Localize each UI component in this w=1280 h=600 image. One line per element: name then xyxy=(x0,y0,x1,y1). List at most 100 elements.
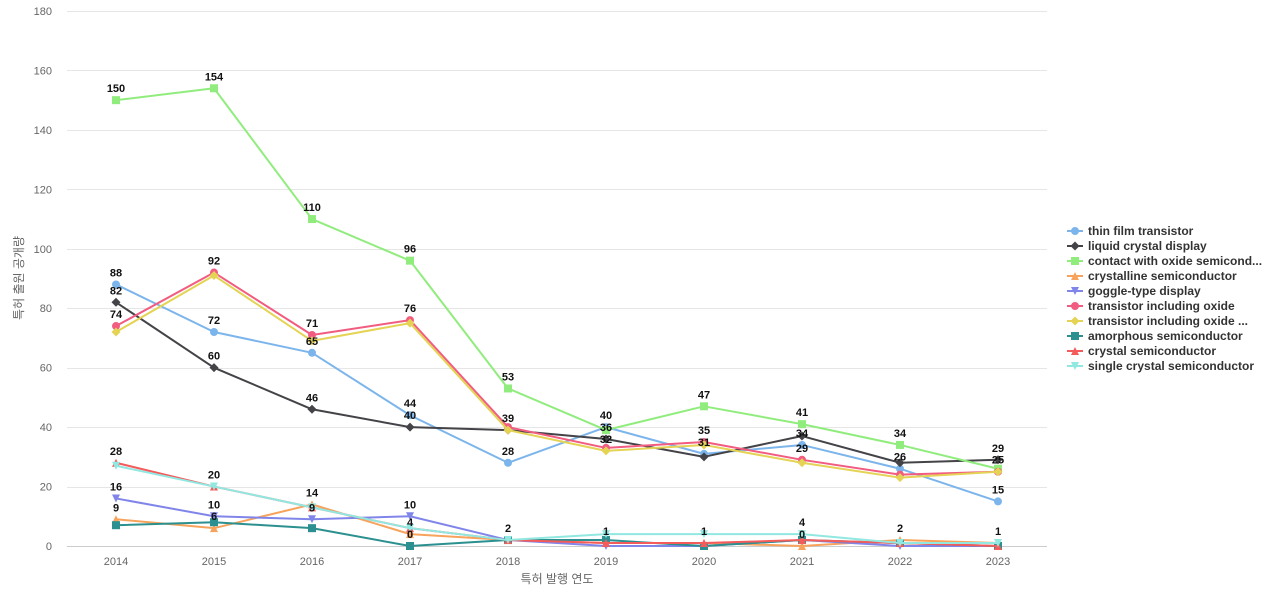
legend-item[interactable]: goggle-type display xyxy=(1067,284,1201,298)
data-point-marker[interactable] xyxy=(700,530,708,539)
data-point-marker[interactable] xyxy=(112,96,120,105)
data-point-marker[interactable] xyxy=(504,536,512,545)
legend-item[interactable]: transistor including oxide xyxy=(1067,299,1235,313)
x-tick-label: 2016 xyxy=(300,556,324,568)
data-point-marker[interactable] xyxy=(798,542,806,550)
data-point-marker[interactable] xyxy=(210,518,218,527)
data-label: 41 xyxy=(796,407,808,419)
data-point-marker[interactable] xyxy=(699,440,709,450)
data-point-marker[interactable] xyxy=(993,455,1003,465)
data-point-marker[interactable] xyxy=(602,530,610,539)
data-point-marker[interactable] xyxy=(308,503,316,512)
data-point-marker[interactable] xyxy=(699,452,709,462)
series-line[interactable] xyxy=(115,301,999,464)
data-point-marker[interactable] xyxy=(210,512,218,521)
legend-item[interactable]: crystalline semiconductor xyxy=(1067,269,1237,283)
legend-item[interactable]: single crystal semiconductor xyxy=(1067,359,1254,373)
data-point-marker[interactable] xyxy=(406,411,414,420)
series-lines xyxy=(111,84,1003,550)
data-point-marker[interactable] xyxy=(994,497,1002,506)
y-tick-label: 100 xyxy=(34,244,52,256)
legend-label: liquid crystal display xyxy=(1088,239,1207,253)
data-point-marker[interactable] xyxy=(895,458,905,468)
data-point-marker[interactable] xyxy=(993,467,1003,477)
data-point-marker[interactable] xyxy=(504,384,512,393)
data-point-marker[interactable] xyxy=(111,297,121,307)
data-point-marker[interactable] xyxy=(111,327,121,337)
data-point-marker[interactable] xyxy=(209,271,219,281)
data-point-marker[interactable] xyxy=(112,494,120,503)
legend-item[interactable]: amorphous semiconductor xyxy=(1067,329,1243,343)
legend-item[interactable]: thin film transistor xyxy=(1067,224,1194,238)
data-point-marker[interactable] xyxy=(112,461,120,470)
data-point-marker[interactable] xyxy=(798,536,806,545)
data-point-marker[interactable] xyxy=(210,524,218,533)
data-point-marker[interactable] xyxy=(798,420,806,429)
data-point-marker[interactable] xyxy=(112,521,120,530)
data-point-marker[interactable] xyxy=(210,84,218,93)
data-point-marker[interactable] xyxy=(895,473,905,483)
data-point-marker[interactable] xyxy=(210,328,218,336)
data-point-marker[interactable] xyxy=(405,422,415,432)
data-label: 74 xyxy=(110,309,123,321)
y-tick-label: 160 xyxy=(34,65,52,77)
data-point-marker[interactable] xyxy=(798,440,806,449)
data-point-marker[interactable] xyxy=(210,482,218,491)
data-point-marker xyxy=(1071,227,1079,235)
data-point-marker xyxy=(1071,287,1079,295)
y-tick-label: 140 xyxy=(34,125,52,137)
data-point-marker[interactable] xyxy=(406,524,414,533)
data-point-marker[interactable] xyxy=(602,539,610,548)
data-point-marker xyxy=(1071,332,1079,340)
series-line[interactable] xyxy=(115,274,999,479)
data-point-marker[interactable] xyxy=(700,402,708,411)
data-point-marker[interactable] xyxy=(308,524,316,533)
data-point-marker[interactable] xyxy=(209,363,219,373)
data-point-marker[interactable] xyxy=(406,256,414,265)
legend-item[interactable]: contact with oxide semicond... xyxy=(1067,254,1262,268)
data-point-marker[interactable] xyxy=(503,425,513,435)
series-group xyxy=(111,297,1003,468)
data-point-marker[interactable] xyxy=(504,458,512,467)
data-point-marker[interactable] xyxy=(308,348,316,357)
data-point-marker[interactable] xyxy=(308,215,316,224)
data-point-marker[interactable] xyxy=(797,458,807,468)
data-point-marker[interactable] xyxy=(602,426,610,435)
data-point-marker[interactable] xyxy=(307,404,317,414)
data-point-marker[interactable] xyxy=(601,446,611,456)
data-label: 88 xyxy=(110,267,122,279)
data-point-marker[interactable] xyxy=(601,434,611,444)
series-line[interactable] xyxy=(115,87,999,470)
data-point-marker[interactable] xyxy=(798,530,806,539)
data-point-marker[interactable] xyxy=(112,280,120,289)
data-point-marker[interactable] xyxy=(896,464,904,473)
data-point-marker[interactable] xyxy=(308,330,316,339)
legend-item[interactable]: crystal semiconductor xyxy=(1067,344,1216,358)
data-point-marker[interactable] xyxy=(112,322,120,331)
series-line[interactable] xyxy=(115,271,999,476)
data-point-marker[interactable] xyxy=(896,440,904,449)
data-point-marker[interactable] xyxy=(307,336,317,346)
data-point-marker[interactable] xyxy=(405,318,415,328)
series-line[interactable] xyxy=(115,461,999,547)
data-point-marker[interactable] xyxy=(308,515,316,524)
y-axis-title: 특허 출원 공개량 xyxy=(12,236,26,320)
data-point-marker[interactable] xyxy=(700,539,708,548)
legend-label: thin film transistor xyxy=(1088,224,1194,238)
legend-item[interactable]: liquid crystal display xyxy=(1067,239,1207,253)
data-point-marker[interactable] xyxy=(406,530,414,539)
x-tick-label: 2014 xyxy=(104,556,128,568)
series-line[interactable] xyxy=(115,283,999,503)
legend-item[interactable]: transistor including oxide ... xyxy=(1067,314,1248,328)
series-line[interactable] xyxy=(115,464,998,545)
data-point-marker[interactable] xyxy=(994,539,1002,548)
series-line[interactable] xyxy=(115,497,998,547)
data-point-marker[interactable] xyxy=(797,431,807,441)
data-point-marker xyxy=(1070,316,1080,326)
data-point-marker xyxy=(1071,347,1079,355)
data-point-marker[interactable] xyxy=(406,542,414,550)
data-point-marker[interactable] xyxy=(896,539,904,548)
data-point-marker[interactable] xyxy=(406,512,414,521)
